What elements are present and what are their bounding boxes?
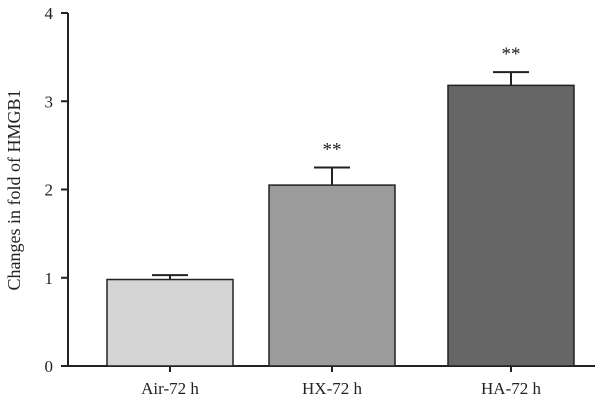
y-tick-label: 0 xyxy=(45,357,54,376)
significance-label: ** xyxy=(502,44,521,65)
significance-label: ** xyxy=(323,139,342,160)
y-tick-label: 4 xyxy=(45,4,54,23)
error-bars xyxy=(152,71,529,280)
bar xyxy=(447,84,575,367)
x-tick-labels: Air-72 h HX-72 h HA-72 h xyxy=(141,379,541,398)
y-axis-title: Changes in fold of HMGB1 xyxy=(4,90,24,291)
x-tick-label: Air-72 h xyxy=(141,379,199,398)
bar xyxy=(268,184,396,367)
y-tick-label: 2 xyxy=(45,181,54,200)
bar xyxy=(106,278,234,367)
bars xyxy=(106,84,575,367)
x-tick-label: HX-72 h xyxy=(302,379,362,398)
y-tick-label: 1 xyxy=(45,269,54,288)
y-tick-labels: 0 1 2 3 4 xyxy=(45,4,54,376)
significance-labels: ** ** xyxy=(323,44,521,160)
y-tick-label: 3 xyxy=(45,92,54,111)
x-tick-label: HA-72 h xyxy=(481,379,541,398)
